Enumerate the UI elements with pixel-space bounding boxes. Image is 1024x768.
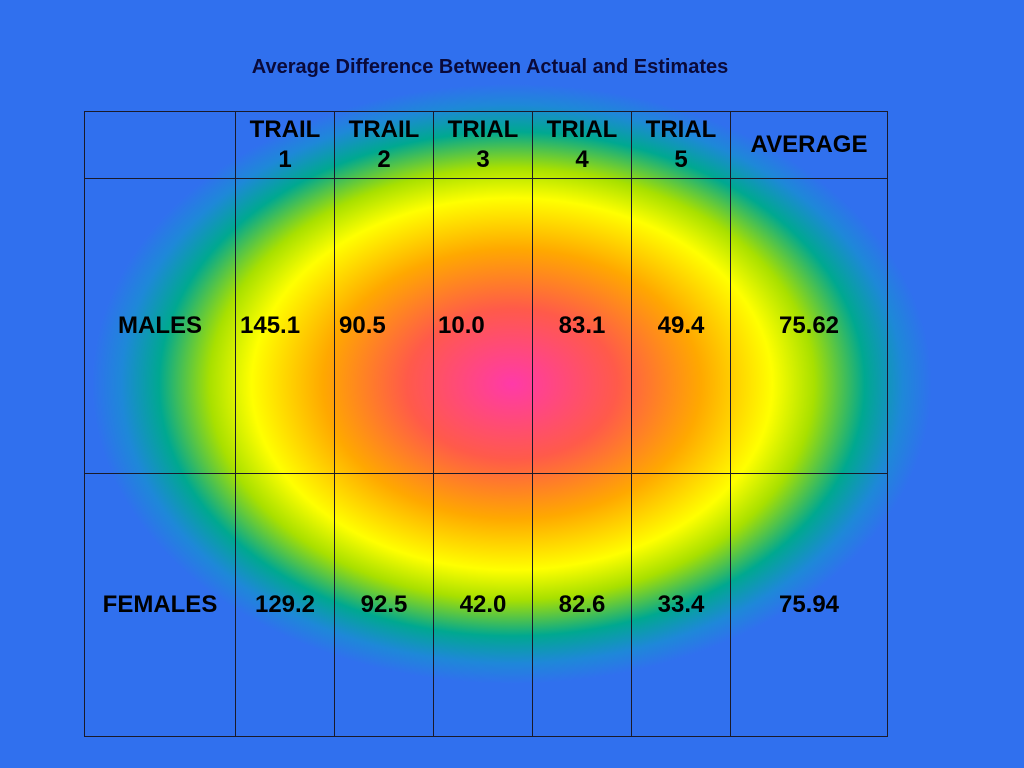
cell-males-trial-5: 49.4 <box>631 178 731 474</box>
data-table: TRAIL 1 TRAIL 2 TRIAL 3 TRIAL 4 TRIAL <box>84 111 888 737</box>
cell-females-trail-2: 92.5 <box>334 473 434 737</box>
cell-females-trial-5: 33.4 <box>631 473 731 737</box>
column-header-trial-3: TRIAL 3 <box>433 111 533 179</box>
column-header-trial-5: TRIAL 5 <box>631 111 731 179</box>
cell-males-trail-2: 90.5 <box>334 178 434 474</box>
header-corner-cell <box>84 111 236 179</box>
header-row: TRAIL 1 TRAIL 2 TRIAL 3 TRIAL 4 TRIAL <box>84 111 888 179</box>
column-header-trial-4: TRIAL 4 <box>532 111 632 179</box>
cell-females-trial-4: 82.6 <box>532 473 632 737</box>
column-header-trail-1: TRAIL 1 <box>235 111 335 179</box>
column-header-average: AVERAGE <box>730 111 888 179</box>
table-row-females: FEMALES 129.2 92.5 42.0 82.6 33.4 75.94 <box>84 473 888 737</box>
cell-males-trial-4: 83.1 <box>532 178 632 474</box>
cell-males-average: 75.62 <box>730 178 888 474</box>
cell-females-trial-3: 42.0 <box>433 473 533 737</box>
cell-females-average: 75.94 <box>730 473 888 737</box>
row-label-females: FEMALES <box>84 473 236 737</box>
cell-males-trial-3: 10.0 <box>433 178 533 474</box>
row-label-males: MALES <box>84 178 236 474</box>
column-header-trail-2: TRAIL 2 <box>334 111 434 179</box>
chart-title: Average Difference Between Actual and Es… <box>251 56 729 78</box>
table-row-males: MALES 145.1 90.5 10.0 83.1 49.4 75.62 <box>84 178 888 474</box>
cell-males-trail-1: 145.1 <box>235 178 335 474</box>
cell-females-trail-1: 129.2 <box>235 473 335 737</box>
